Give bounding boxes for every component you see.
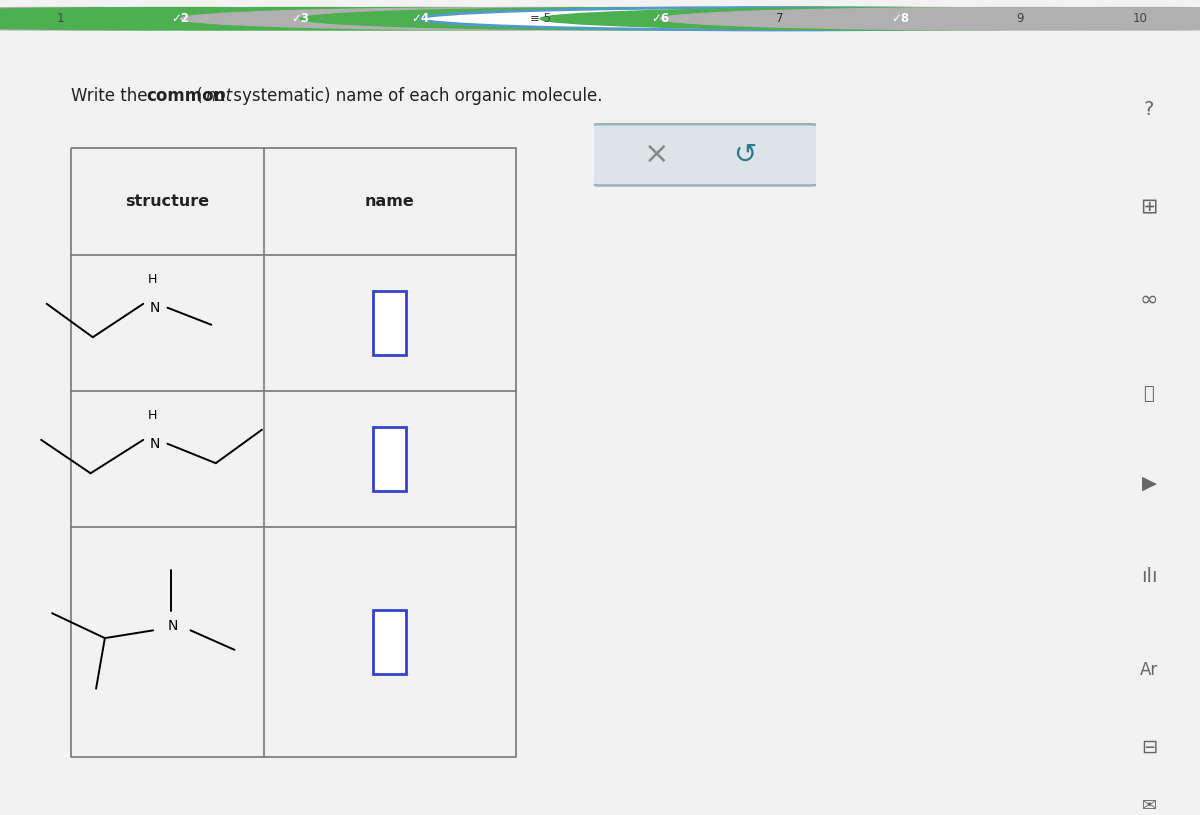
Circle shape — [300, 7, 1020, 30]
Circle shape — [780, 7, 1200, 30]
Text: H: H — [148, 273, 157, 286]
Text: common: common — [146, 87, 226, 105]
Text: N: N — [150, 437, 161, 451]
Circle shape — [180, 7, 900, 30]
Text: ×: × — [643, 140, 668, 170]
FancyBboxPatch shape — [589, 124, 821, 186]
Circle shape — [0, 7, 420, 30]
Text: ↺: ↺ — [733, 141, 756, 169]
Text: N: N — [168, 619, 178, 633]
Text: ✓2: ✓2 — [172, 12, 190, 25]
Text: ✓8: ✓8 — [890, 12, 910, 25]
Circle shape — [0, 7, 540, 30]
Text: ▶: ▶ — [1141, 474, 1157, 492]
Text: structure: structure — [125, 194, 210, 209]
Bar — [373, 291, 407, 355]
Text: systematic) name of each organic molecule.: systematic) name of each organic molecul… — [228, 87, 602, 105]
Text: ?: ? — [1144, 100, 1154, 119]
Text: ılı: ılı — [1141, 566, 1157, 586]
Text: 10: 10 — [1133, 12, 1147, 25]
Circle shape — [540, 7, 1200, 30]
Text: ✓3: ✓3 — [292, 12, 310, 25]
Circle shape — [660, 7, 1200, 30]
Text: H: H — [148, 409, 157, 422]
Text: name: name — [365, 194, 415, 209]
Text: ∞: ∞ — [1140, 289, 1158, 310]
Text: N: N — [150, 301, 161, 315]
Text: 9: 9 — [1016, 12, 1024, 25]
Text: 1: 1 — [56, 12, 64, 25]
Bar — [373, 427, 407, 491]
Text: ✓4: ✓4 — [410, 12, 430, 25]
Text: not: not — [205, 87, 233, 105]
Text: Ar: Ar — [1140, 661, 1158, 679]
Circle shape — [0, 7, 660, 30]
Circle shape — [60, 7, 780, 30]
Bar — [373, 610, 407, 674]
Text: ⊞: ⊞ — [1140, 196, 1158, 216]
Text: ≡ 5: ≡ 5 — [529, 12, 551, 25]
Text: ✓6: ✓6 — [650, 12, 670, 25]
Text: 7: 7 — [776, 12, 784, 25]
Text: 🗒: 🗒 — [1144, 385, 1154, 403]
Text: (: ( — [191, 87, 203, 105]
Text: Write the: Write the — [71, 87, 154, 105]
Circle shape — [420, 7, 1140, 30]
Text: ⊟: ⊟ — [1141, 738, 1157, 756]
Text: ✉: ✉ — [1141, 797, 1157, 815]
